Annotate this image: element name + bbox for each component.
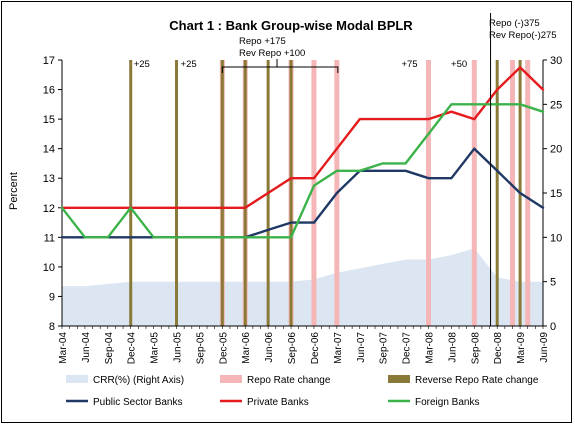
x-tick-label: Sep-04 — [104, 332, 115, 365]
legend-label: CRR(%) (Right Axis) — [93, 375, 184, 386]
annotation-label: +75 — [401, 59, 417, 70]
x-tick-label: Dec-05 — [218, 332, 229, 365]
reverse-repo-rate-change-bar — [243, 60, 247, 326]
y-tick-label: 14 — [43, 144, 55, 156]
y-tick-label: 17 — [43, 55, 55, 67]
annotation-label: Rev Repo(-)275 — [489, 30, 557, 41]
crr-area-layer — [62, 248, 543, 326]
y2-tick-label: 15 — [550, 188, 562, 200]
y-tick-label: 9 — [49, 291, 55, 303]
annotation-label: Repo (-)375 — [489, 18, 540, 29]
repo-rate-change-bar — [509, 60, 515, 326]
annotation-label: +25 — [134, 59, 150, 70]
x-tick-label: Jun-05 — [173, 332, 184, 363]
bplr-lines-layer — [60, 66, 545, 239]
series-line-private-banks — [60, 66, 545, 209]
x-tick-label: Jun-09 — [539, 332, 550, 363]
x-tick-label: Jun-07 — [356, 332, 367, 363]
reverse-repo-rate-change-bar — [289, 60, 293, 326]
repo-rate-change-bar — [525, 60, 531, 326]
bplr-chart: Chart 1 : Bank Group-wise Modal BPLR Per… — [8, 13, 563, 408]
y-tick-label: 12 — [43, 203, 55, 215]
x-tick-label: Jun-08 — [447, 332, 458, 363]
x-tick-label: Dec-04 — [127, 332, 138, 365]
x-tick-label: Dec-08 — [493, 332, 504, 365]
reverse-repo-rate-change-bar — [220, 60, 224, 326]
legend-label: Reverse Repo Rate change — [415, 375, 539, 386]
x-tick-label: Sep-05 — [195, 332, 206, 365]
annotation-label: +25 — [181, 59, 197, 70]
series-line-foreign-banks — [60, 103, 545, 239]
y-tick-label: 11 — [44, 232, 55, 244]
reverse-repo-rate-change-bar — [129, 60, 133, 326]
repo-rate-change-bar — [311, 60, 317, 326]
y2-tick-label: 10 — [550, 232, 562, 244]
x-tick-label: Mar-07 — [333, 332, 344, 364]
x-tick-label: Mar-05 — [150, 332, 161, 364]
x-tick-label: Dec-06 — [310, 332, 321, 365]
chart-title: Chart 1 : Bank Group-wise Modal BPLR — [169, 18, 413, 33]
legend-label: Private Banks — [247, 397, 309, 408]
x-tick-label: Mar-06 — [241, 332, 252, 364]
repo-rate-change-bar — [471, 60, 477, 326]
legend-swatch — [388, 375, 410, 383]
x-tick-label: Mar-08 — [424, 332, 435, 364]
x-tick-label: Mar-04 — [58, 332, 69, 364]
repo-hike-bracket — [221, 66, 339, 73]
x-tick-label: Jun-04 — [81, 332, 92, 363]
legend-swatch — [220, 375, 242, 383]
legend-label: Repo Rate change — [247, 375, 331, 386]
y-tick-label: 13 — [43, 173, 55, 185]
y-tick-label: 10 — [43, 262, 55, 274]
y2-tick-label: 20 — [550, 144, 562, 156]
x-tick-label: Sep-07 — [379, 332, 390, 365]
y-tick-label: 16 — [43, 85, 55, 97]
y2-tick-label: 30 — [550, 55, 562, 67]
annotation-label: Repo +175 — [239, 36, 286, 47]
chart-frame: Chart 1 : Bank Group-wise Modal BPLR Per… — [1, 1, 572, 423]
repo-rate-change-bar — [425, 60, 431, 326]
x-tick-label: Sep-06 — [287, 332, 298, 365]
y2-tick-label: 25 — [550, 99, 562, 111]
reverse-repo-rate-change-bar — [175, 60, 179, 326]
series-line-public-sector-banks — [60, 147, 545, 239]
annotation-label: +50 — [451, 59, 467, 70]
legend-label: Public Sector Banks — [93, 397, 183, 408]
x-tick-label: Dec-07 — [402, 332, 413, 365]
y-tick-label: 15 — [43, 114, 55, 126]
y-tick-label: 8 — [49, 321, 55, 333]
crr-area — [62, 248, 543, 326]
reverse-repo-rate-change-bar — [495, 60, 499, 326]
y2-tick-label: 5 — [550, 277, 556, 289]
annotation-label: Rev Repo +100 — [239, 48, 305, 59]
x-tick-label: Sep-08 — [470, 332, 481, 365]
legend-label: Foreign Banks — [415, 397, 479, 408]
y-axis-label: Percent — [8, 172, 20, 210]
x-tick-label: Mar-09 — [516, 332, 527, 364]
axes-layer: 8 9 10 11 12 13 14 15 16 17 0 5 10 15 20 25 30 Mar-04 Jun-… — [43, 55, 563, 364]
y2-tick-label: 0 — [550, 321, 556, 333]
legend: CRR(%) (Right Axis) Repo Rate change Rever… — [66, 375, 539, 408]
x-tick-label: Jun-06 — [264, 332, 275, 363]
legend-swatch — [66, 375, 88, 383]
